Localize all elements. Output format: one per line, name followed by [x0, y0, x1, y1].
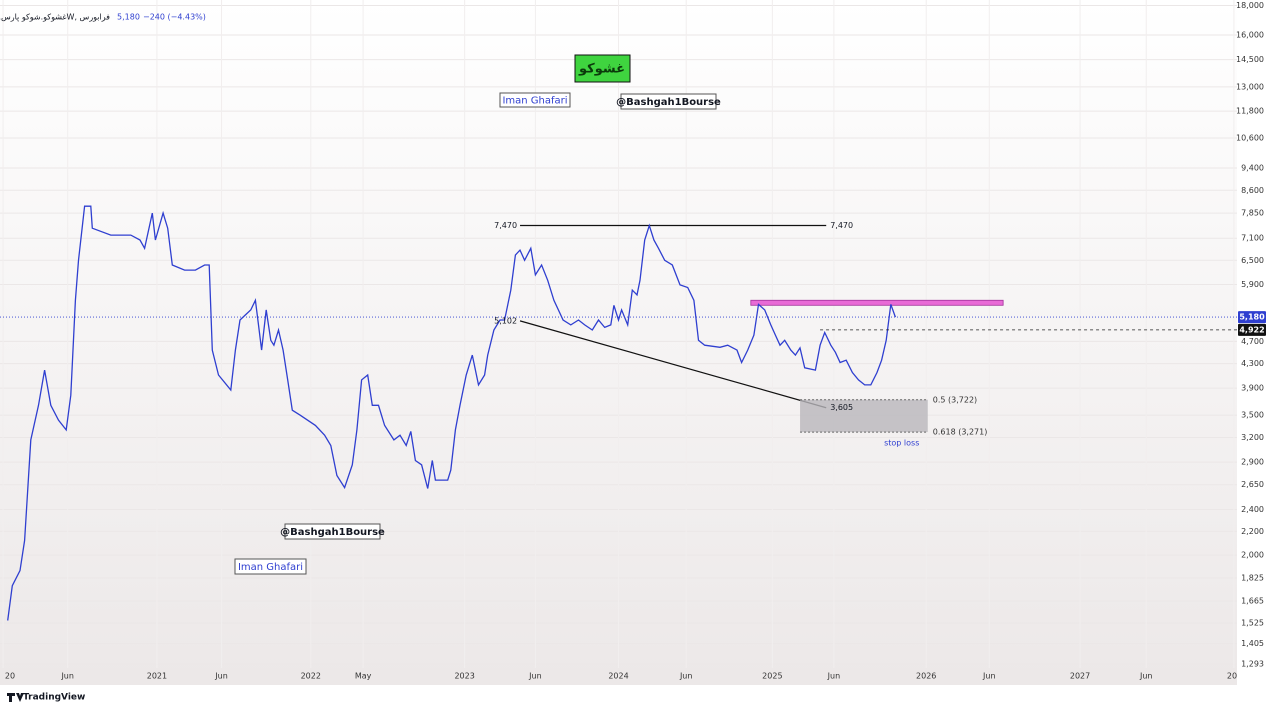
trend-line	[519, 320, 827, 409]
y-tick-label: 7,850	[1241, 209, 1264, 218]
handle-box	[620, 93, 717, 110]
watermark-handle: @Bashgah1Bourse	[280, 527, 385, 538]
y-tick-label: 1,665	[1241, 596, 1264, 605]
author-box	[234, 558, 307, 575]
y-tick-label: 3,500	[1241, 411, 1264, 420]
brand: TradingView	[23, 693, 85, 703]
y-tick-label: 16,000	[1236, 30, 1264, 39]
y-tick-label: 7,100	[1241, 234, 1264, 243]
y-tick-label: 13,000	[1236, 82, 1264, 91]
watermark-author: Iman Ghafari	[502, 96, 567, 107]
x-tick-label: 2025	[762, 672, 782, 681]
x-tick-label: 20	[5, 672, 15, 681]
x-tick-label: Jun	[214, 672, 228, 681]
y-tick-label: 1,525	[1241, 618, 1264, 627]
grid	[0, 0, 1237, 668]
y-tick-label: 3,200	[1241, 433, 1264, 442]
watermark-handle: @Bashgah1Bourse	[616, 97, 721, 108]
trend-label: 5,102	[494, 316, 517, 325]
x-tick-label: 2027	[1070, 672, 1090, 681]
header-price: 5,180	[117, 13, 140, 22]
y-tick-label: 9,400	[1241, 164, 1264, 173]
symbol-info: غشوکو.شوکو پارس, 1W, فرابورس	[0, 13, 110, 22]
stop-loss-label: stop loss	[884, 439, 919, 448]
level-label: 7,470	[830, 221, 853, 230]
y-tick-label: 8,600	[1241, 186, 1264, 195]
y-tick-label: 4,700	[1241, 337, 1264, 346]
fib-label: 0.618 (3,271)	[933, 428, 988, 437]
marker-label: 4,922	[1239, 325, 1264, 334]
x-tick-label: 2023	[454, 672, 474, 681]
y-tick-label: 2,400	[1241, 505, 1264, 514]
fib-label: 0.5 (3,722)	[933, 395, 977, 404]
last-price-label: 5,180	[1239, 313, 1265, 322]
y-tick-label: 2,900	[1241, 458, 1264, 467]
header-change: −240 (−4.43%)	[143, 13, 206, 22]
x-tick-label: Jun	[60, 672, 74, 681]
y-tick-label: 1,825	[1241, 574, 1264, 583]
y-tick-label: 1,293	[1241, 660, 1264, 669]
handle-box	[284, 523, 381, 540]
x-tick-label: Jun	[528, 672, 542, 681]
level-label: 7,470	[494, 221, 517, 230]
y-tick-label: 2,000	[1241, 551, 1264, 560]
x-tick-label: 2024	[608, 672, 628, 681]
x-tick-label: 2021	[147, 672, 167, 681]
y-tick-label: 2,200	[1241, 527, 1264, 536]
price-line	[7, 205, 897, 621]
fib-zone	[800, 399, 928, 433]
y-tick-label: 6,500	[1241, 256, 1264, 265]
x-tick-label: Jun	[1139, 672, 1153, 681]
last-price-box	[1238, 311, 1266, 324]
y-tick-label: 3,900	[1241, 384, 1264, 393]
brand-logo	[7, 693, 24, 702]
watermark-title: غشوکو	[578, 62, 625, 77]
y-tick-label: 5,900	[1241, 280, 1264, 289]
author-box	[499, 92, 571, 108]
x-tick-label: Jun	[982, 672, 996, 681]
y-tick-label: 10,600	[1236, 133, 1264, 142]
y-tick-label: 18,000	[1236, 1, 1264, 10]
x-tick-label: 2022	[301, 672, 321, 681]
trend-label: 3,605	[830, 403, 853, 412]
x-tick-label: 2026	[916, 672, 936, 681]
marker-box	[1238, 323, 1266, 336]
title-box	[574, 54, 631, 83]
y-tick-label: 11,800	[1236, 107, 1264, 116]
x-tick-label: May	[355, 672, 372, 681]
marks	[0, 205, 1237, 621]
y-tick-label: 1,405	[1241, 639, 1264, 648]
x-tick-label: Jun	[679, 672, 693, 681]
x-tick-label: 20	[1227, 672, 1237, 681]
overlay: غشوکو Iman Ghafari @Bashgah1Bourse @Bash…	[0, 1, 1266, 703]
x-tick-label: Jun	[827, 672, 841, 681]
watermark-author: Iman Ghafari	[238, 562, 303, 573]
supply-zone	[750, 299, 1004, 306]
y-tick-label: 2,650	[1241, 480, 1264, 489]
y-tick-label: 4,300	[1241, 359, 1264, 368]
y-tick-label: 14,500	[1236, 55, 1264, 64]
